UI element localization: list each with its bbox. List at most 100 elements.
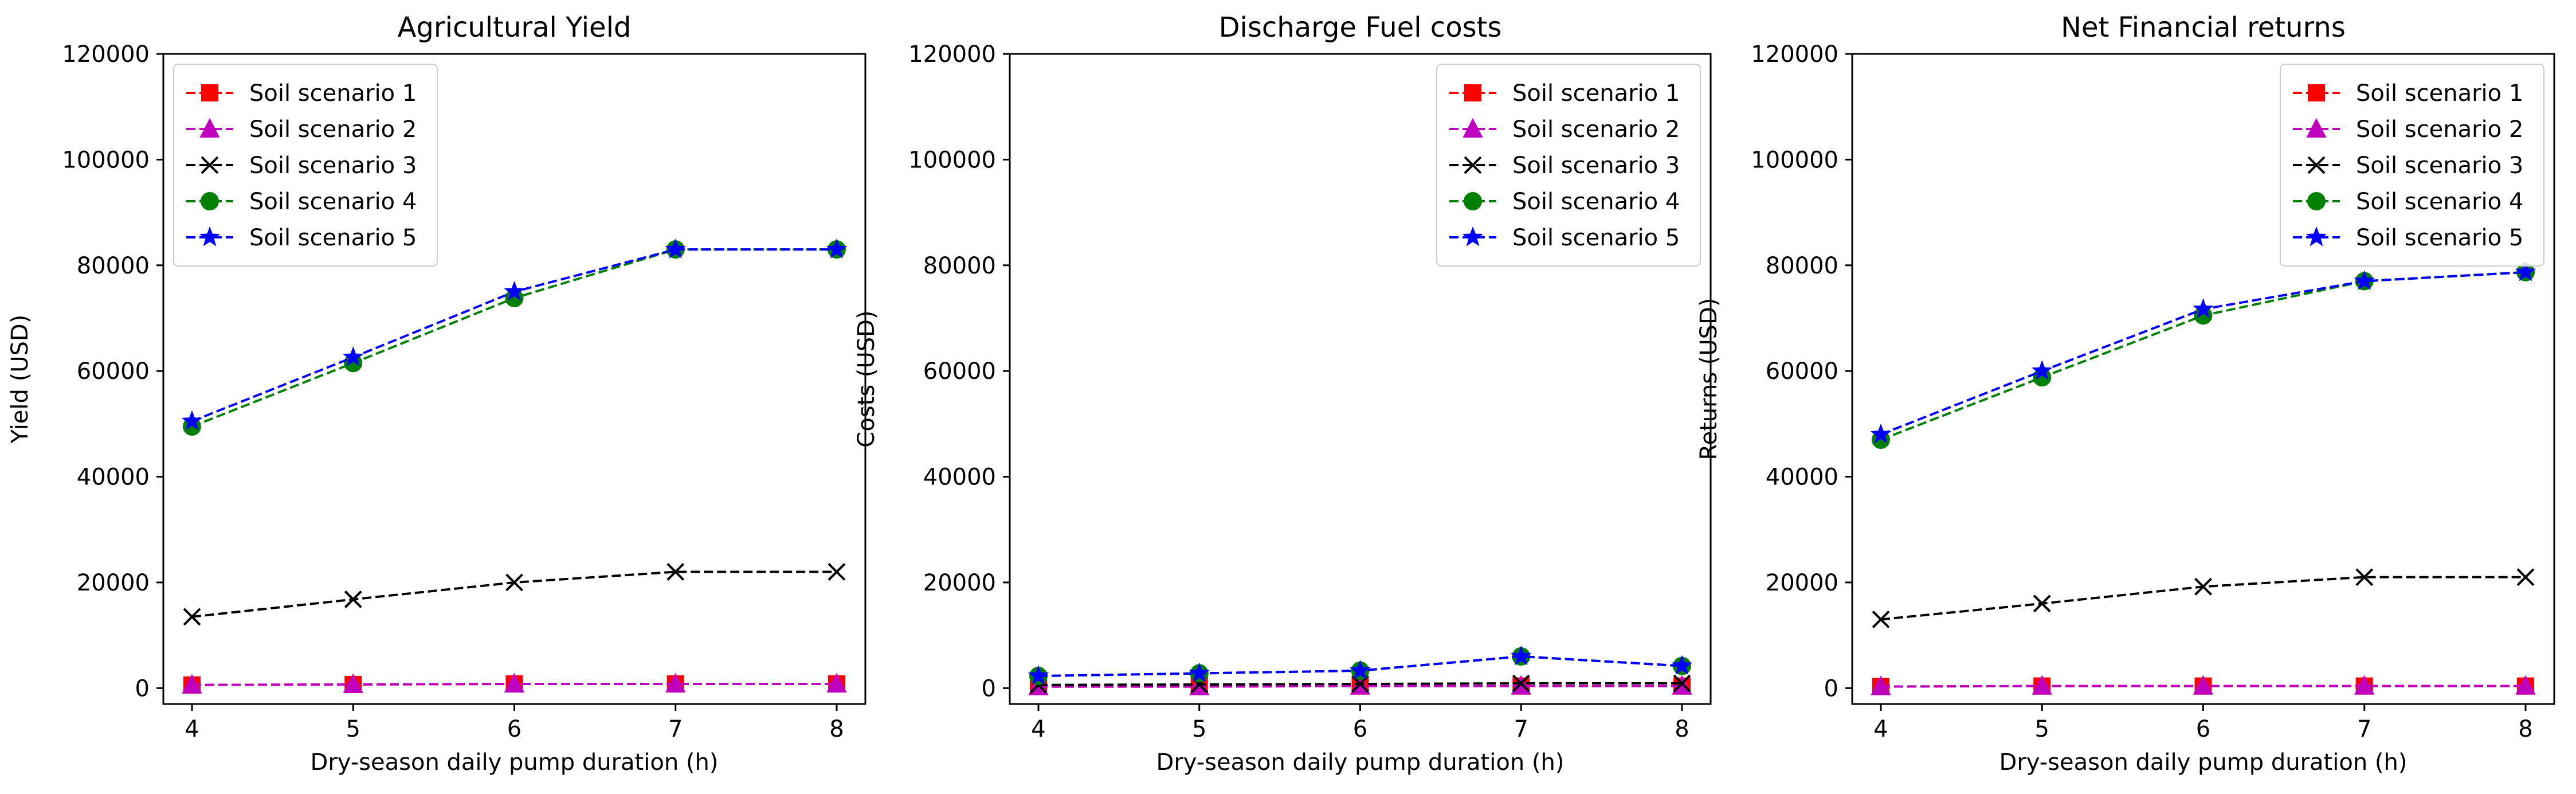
data-point: [665, 238, 686, 259]
x-tick-label: 7: [668, 716, 683, 742]
y-axis-label: Costs (USD): [853, 310, 880, 447]
data-point: [2515, 675, 2536, 695]
legend-marker: [2306, 226, 2327, 247]
legend-label: Soil scenario 5: [2356, 225, 2523, 251]
legend-label: Soil scenario 4: [2356, 189, 2523, 215]
legend-marker: [1462, 226, 1484, 247]
data-point: [183, 608, 201, 626]
legend-box: [2280, 64, 2544, 267]
data-point: [1671, 655, 1693, 675]
y-tick-label: 120000: [908, 41, 996, 68]
x-tick-label: 4: [1031, 716, 1045, 742]
legend: Soil scenario 1 Soil scenario 2 Soil scena…: [2280, 64, 2544, 267]
series-line: [1880, 576, 2526, 621]
y-axis-label: Yield (USD): [7, 315, 33, 444]
data-point: [666, 563, 685, 581]
y-tick-label: 20000: [1766, 570, 1838, 596]
y-tick-label: 120000: [1751, 41, 1838, 68]
data-point: [828, 563, 846, 581]
legend-label: Soil scenario 2: [249, 116, 417, 143]
data-point: [2033, 594, 2051, 613]
legend-label: Soil scenario 1: [2356, 80, 2523, 107]
legend-label: Soil scenario 5: [249, 225, 417, 251]
legend-marker: [2307, 192, 2326, 210]
data-point: [2032, 360, 2053, 380]
legend: Soil scenario 1 Soil scenario 2 Soil scena…: [173, 64, 438, 267]
legend-item: Soil scenario 3: [186, 152, 417, 179]
y-axis-label: Returns (USD): [1696, 298, 1722, 460]
data-point: [2354, 675, 2375, 695]
legend-item: Soil scenario 3: [2293, 152, 2523, 179]
legend-label: Soil scenario 2: [2356, 116, 2523, 143]
legend-item: Soil scenario 5: [2293, 225, 2523, 251]
legend-item: Soil scenario 1: [2293, 80, 2523, 107]
legend-item: Soil scenario 2: [1449, 116, 1680, 143]
series-4: [1872, 263, 2535, 449]
legend-marker: [201, 156, 219, 174]
data-point: [343, 673, 363, 693]
data-point: [1872, 611, 1890, 628]
chart-title: Net Financial returns: [2061, 11, 2346, 44]
y-tick-label: 80000: [1766, 253, 1838, 279]
data-point: [1028, 664, 1049, 685]
x-tick-label: 7: [2357, 716, 2371, 742]
series-3: [1872, 568, 2535, 628]
data-point: [1672, 675, 1692, 695]
legend: Soil scenario 1 Soil scenario 2 Soil scena…: [1436, 64, 1701, 267]
data-point: [504, 672, 525, 693]
series-5: [181, 238, 848, 431]
y-tick-label: 100000: [908, 147, 996, 173]
legend-box: [1436, 64, 1701, 267]
legend-item: Soil scenario 1: [1449, 80, 1680, 107]
data-point: [2193, 675, 2214, 695]
data-point: [1511, 675, 1531, 695]
legend-marker: [201, 84, 218, 101]
y-tick-label: 40000: [923, 464, 996, 491]
series-line: [191, 248, 837, 423]
y-tick-label: 0: [1824, 675, 1838, 702]
legend-label: Soil scenario 1: [1512, 80, 1680, 107]
y-tick-label: 60000: [77, 358, 150, 385]
x-axis-label: Dry-season daily pump duration (h): [311, 749, 719, 776]
legend-marker: [199, 118, 220, 138]
data-point: [826, 672, 847, 693]
data-point: [1871, 675, 1891, 695]
data-point: [505, 573, 523, 592]
legend-label: Soil scenario 3: [249, 152, 417, 179]
chart-panel-3: 4 5 6 7 8 0 20000 40000 60000 80000 100000 120000 Ne…: [1696, 11, 2555, 776]
data-point: [1511, 645, 1532, 666]
legend-label: Soil scenario 5: [1512, 225, 1680, 251]
legend-label: Soil scenario 3: [2356, 152, 2523, 179]
legend-marker: [1464, 84, 1481, 101]
chart-title: Discharge Fuel costs: [1219, 11, 1502, 44]
chart-panel-2: 4 5 6 7 8 0 20000 40000 60000 80000 100000 120000 Di…: [853, 11, 1712, 776]
legend-marker: [1464, 156, 1482, 174]
series-line: [1880, 271, 2526, 441]
data-point: [826, 238, 848, 259]
series-5: [1870, 261, 2536, 444]
y-tick-label: 120000: [62, 41, 150, 68]
legend-marker: [2307, 156, 2326, 174]
data-point: [1350, 659, 1371, 680]
series-5: [1028, 645, 1693, 685]
data-point: [2354, 270, 2375, 290]
x-tick-label: 7: [1514, 716, 1528, 742]
data-point: [2193, 298, 2214, 318]
legend-label: Soil scenario 4: [1512, 189, 1680, 215]
data-point: [1512, 674, 1530, 693]
data-point: [1673, 674, 1691, 693]
data-point: [2515, 261, 2536, 281]
y-tick-label: 20000: [923, 570, 996, 596]
legend-box: [173, 64, 438, 267]
data-point: [182, 674, 202, 694]
data-point: [2032, 675, 2052, 695]
legend-item: Soil scenario 1: [186, 80, 417, 107]
legend-label: Soil scenario 1: [249, 80, 417, 107]
series-2: [182, 672, 847, 694]
y-tick-label: 0: [135, 675, 150, 702]
data-point: [343, 346, 364, 366]
legend-item: Soil scenario 2: [2293, 116, 2523, 143]
x-tick-label: 8: [1675, 716, 1689, 742]
y-tick-label: 40000: [1766, 464, 1838, 491]
